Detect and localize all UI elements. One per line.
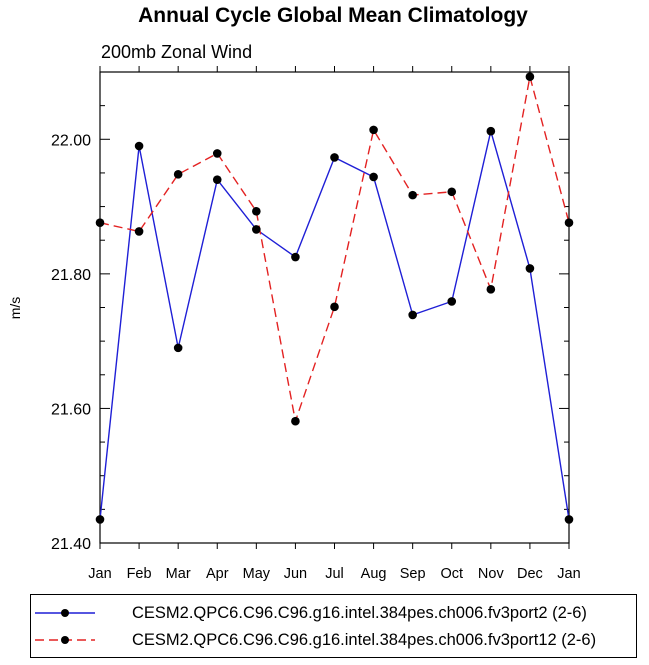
x-tick-label: Jul — [325, 566, 344, 582]
x-tick-label: Jun — [284, 566, 307, 582]
x-tick-label: Oct — [440, 566, 463, 582]
data-point-series-1 — [408, 310, 417, 320]
legend-marker-series-1 — [35, 609, 95, 617]
data-point-series-2 — [291, 416, 300, 426]
data-point-series-2 — [252, 206, 261, 216]
data-point-series-2 — [447, 187, 457, 197]
data-point-series-2 — [134, 227, 144, 236]
y-tick-label: 21.60 — [51, 401, 91, 418]
legend-label-series-2: CESM2.QPC6.C96.C96.g16.intel.384pes.ch00… — [132, 631, 597, 649]
data-point-series-2 — [408, 190, 417, 200]
series-line-1 — [99, 131, 570, 520]
data-point-series-1 — [564, 515, 574, 524]
data-point-series-2 — [486, 285, 496, 294]
chart-subtitle: 200mb Zonal Wind — [101, 42, 252, 62]
y-tick-label: 21.80 — [51, 267, 91, 284]
data-point-series-1 — [486, 126, 496, 136]
data-point-series-1 — [134, 141, 144, 151]
data-point-series-1 — [525, 264, 535, 273]
legend: CESM2.QPC6.C96.C96.g16.intel.384pes.ch00… — [30, 594, 637, 658]
data-point-series-2 — [369, 125, 378, 135]
x-tick-label: Aug — [361, 566, 387, 582]
legend-entry-series-2: CESM2.QPC6.C96.C96.g16.intel.384pes.ch00… — [31, 629, 636, 651]
x-tick-label: Jan — [557, 566, 580, 582]
data-point-series-2 — [95, 218, 105, 228]
data-point-series-1 — [330, 153, 339, 162]
data-point-series-2 — [330, 302, 339, 312]
x-tick-label: Dec — [517, 566, 543, 582]
y-tick-label: 21.40 — [51, 536, 91, 553]
data-point-series-2 — [212, 149, 222, 158]
x-tick-label: Sep — [400, 566, 426, 582]
y-axis-label: m/s — [7, 297, 23, 320]
data-point-series-1 — [291, 252, 300, 262]
data-point-series-1 — [173, 343, 183, 353]
x-tick-label: Nov — [478, 566, 505, 582]
data-point-series-1 — [212, 175, 222, 184]
data-point-series-2 — [525, 72, 535, 82]
data-point-series-2 — [173, 169, 183, 179]
y-tick-label: 22.00 — [51, 132, 91, 149]
data-point-series-1 — [369, 172, 378, 182]
data-point-series-2 — [564, 218, 574, 228]
x-tick-label: Mar — [166, 566, 191, 582]
legend-entry-series-1: CESM2.QPC6.C96.C96.g16.intel.384pes.ch00… — [31, 602, 636, 624]
x-tick-label: Apr — [206, 566, 229, 582]
data-point-series-1 — [447, 297, 457, 306]
data-point-series-1 — [95, 515, 105, 524]
data-point-series-1 — [252, 225, 261, 234]
x-tick-label: Jan — [88, 566, 111, 582]
series-line-2 — [99, 76, 570, 424]
x-tick-label: May — [243, 566, 271, 582]
chart-title: Annual Cycle Global Mean Climatology — [138, 4, 528, 27]
legend-label-series-1: CESM2.QPC6.C96.C96.g16.intel.384pes.ch00… — [132, 604, 587, 622]
chart: Annual Cycle Global Mean Climatology 200… — [7, 4, 581, 582]
legend-marker-series-2 — [35, 636, 95, 644]
x-tick-label: Feb — [127, 566, 152, 582]
